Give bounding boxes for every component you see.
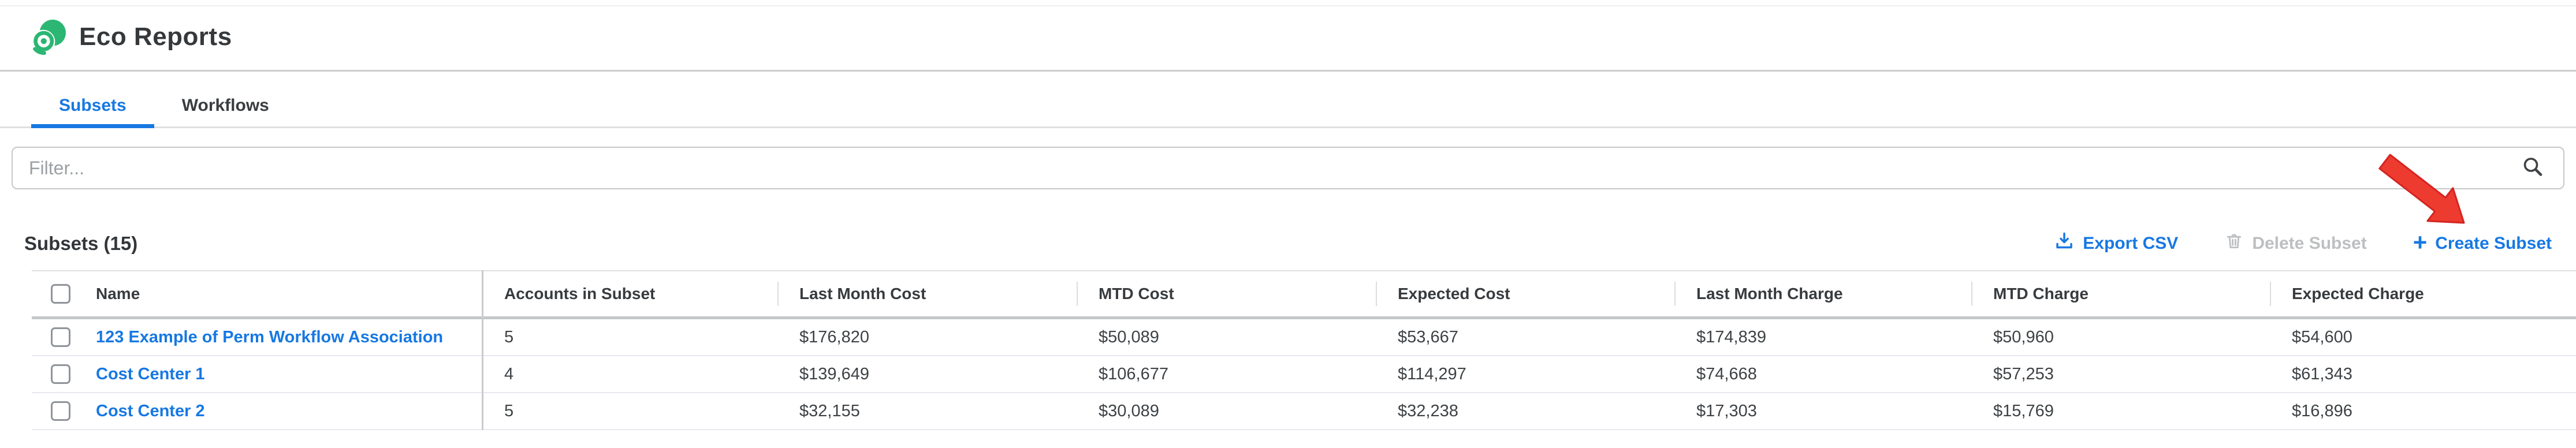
column-header-last-month-charge: Last Month Charge — [1674, 271, 1971, 316]
name-cell: 123 Example of Perm Workflow Association — [32, 327, 482, 347]
accounts-cell: 5 — [504, 401, 514, 420]
header-divider — [0, 70, 2576, 72]
column-header-mtd-cost: MTD Cost — [1077, 271, 1376, 316]
page-title: Eco Reports — [79, 23, 232, 51]
last-month-cost-cell: $176,820 — [799, 327, 869, 346]
mtd-charge-cell: $15,769 — [1993, 401, 2054, 420]
accounts-cell: 4 — [504, 364, 514, 383]
section-title: Subsets (15) — [24, 233, 138, 254]
expected-charge-cell: $61,343 — [2292, 364, 2352, 383]
mtd-charge-cell: $57,253 — [1993, 364, 2054, 383]
row-checkbox[interactable] — [51, 327, 70, 347]
select-all-checkbox[interactable] — [51, 284, 70, 304]
column-header-mtd-charge: MTD Charge — [1971, 271, 2270, 316]
expected-charge-cell: $16,896 — [2292, 401, 2352, 420]
column-header-last-month-cost: Last Month Cost — [777, 271, 1077, 316]
table-row: Cost Center 2 5 $32,155 $30,089 $32,238 … — [32, 393, 2576, 430]
last-month-charge-cell: $174,839 — [1696, 327, 1766, 346]
name-column-divider — [482, 270, 483, 430]
tab-workflows[interactable]: Workflows — [181, 95, 269, 115]
column-header-expected-charge: Expected Charge — [2270, 271, 2576, 316]
name-cell: Cost Center 1 — [32, 364, 482, 384]
last-month-charge-cell: $74,668 — [1696, 364, 1757, 383]
export-csv-label: Export CSV — [2083, 234, 2179, 253]
last-month-cost-cell: $139,649 — [799, 364, 869, 383]
tab-bar: Subsets Workflows — [0, 84, 2576, 128]
create-subset-button[interactable]: + Create Subset — [2413, 229, 2552, 256]
column-header-name-label: Name — [96, 285, 140, 303]
subset-name-link[interactable]: 123 Example of Perm Workflow Association — [96, 327, 444, 346]
download-icon — [2054, 231, 2075, 256]
mtd-charge-cell: $50,960 — [1993, 327, 2054, 346]
subset-name-link[interactable]: Cost Center 2 — [96, 401, 205, 420]
column-header-expected-charge-label: Expected Charge — [2292, 285, 2424, 303]
expected-cost-cell: $53,667 — [1398, 327, 1458, 346]
export-csv-button[interactable]: Export CSV — [2054, 231, 2178, 256]
search-icon[interactable] — [2521, 155, 2545, 182]
section-header: Subsets (15) Export CSV Delete Subset + … — [24, 230, 2552, 257]
trash-icon — [2224, 232, 2244, 256]
column-header-mtd-cost-label: MTD Cost — [1099, 285, 1174, 303]
action-buttons: Export CSV Delete Subset + Create Subset — [2054, 229, 2552, 256]
column-header-accounts-label: Accounts in Subset — [504, 285, 656, 303]
column-header-expected-cost: Expected Cost — [1376, 271, 1674, 316]
last-month-cost-cell: $32,155 — [799, 401, 860, 420]
name-cell: Cost Center 2 — [32, 401, 482, 421]
expected-cost-cell: $32,238 — [1398, 401, 1458, 420]
column-header-last-month-charge-label: Last Month Charge — [1696, 285, 1843, 303]
mtd-cost-cell: $30,089 — [1099, 401, 1159, 420]
delete-subset-button[interactable]: Delete Subset — [2224, 232, 2367, 256]
tab-subsets[interactable]: Subsets — [31, 84, 154, 128]
eco-logo-icon — [31, 19, 66, 55]
table-row: Cost Center 1 4 $139,649 $106,677 $114,2… — [32, 356, 2576, 393]
delete-subset-label: Delete Subset — [2252, 234, 2367, 253]
accounts-cell: 5 — [504, 327, 514, 346]
mtd-cost-cell: $106,677 — [1099, 364, 1168, 383]
mtd-cost-cell: $50,089 — [1099, 327, 1159, 346]
subset-name-link[interactable]: Cost Center 1 — [96, 364, 205, 383]
plus-icon: + — [2413, 229, 2428, 256]
table-header-row: Name Accounts in Subset Last Month Cost … — [32, 270, 2576, 319]
expected-cost-cell: $114,297 — [1398, 364, 1466, 383]
column-header-mtd-charge-label: MTD Charge — [1993, 285, 2089, 303]
filter-input[interactable] — [13, 148, 2563, 188]
app-header: Eco Reports — [31, 19, 232, 55]
last-month-charge-cell: $17,303 — [1696, 401, 1757, 420]
create-subset-label: Create Subset — [2435, 234, 2552, 253]
column-header-expected-cost-label: Expected Cost — [1398, 285, 1510, 303]
column-header-name: Name — [32, 271, 482, 316]
subsets-table: Name Accounts in Subset Last Month Cost … — [32, 270, 2576, 430]
top-divider — [0, 5, 2576, 6]
filter-bar — [12, 147, 2564, 189]
column-header-last-month-cost-label: Last Month Cost — [799, 285, 926, 303]
row-checkbox[interactable] — [51, 364, 70, 384]
expected-charge-cell: $54,600 — [2292, 327, 2352, 346]
table-row: 123 Example of Perm Workflow Association… — [32, 319, 2576, 356]
row-checkbox[interactable] — [51, 401, 70, 421]
column-header-accounts: Accounts in Subset — [482, 271, 777, 316]
